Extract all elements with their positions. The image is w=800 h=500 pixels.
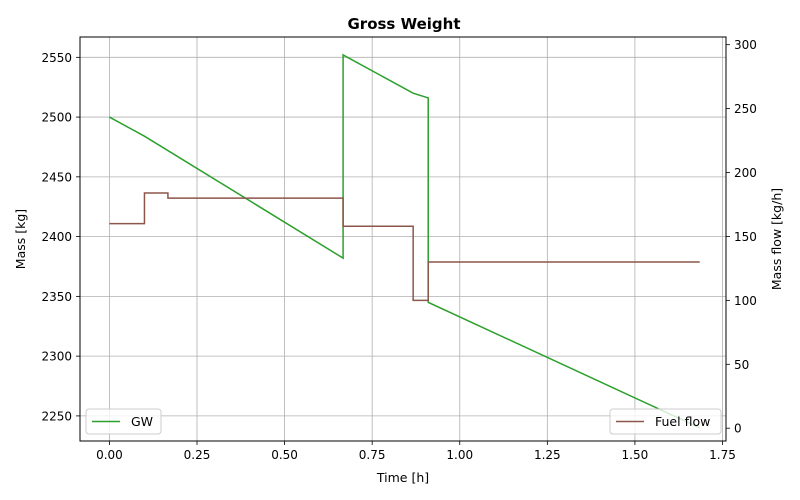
y2-tick-label: 300: [734, 38, 757, 52]
x-tick-label: 0.50: [271, 448, 298, 462]
legend-gw-label: GW: [131, 414, 153, 429]
y2-axis-ticks: 0 50 100 150 200 250 300: [726, 38, 757, 436]
y-tick-label: 2450: [41, 170, 72, 184]
chart-title: Gross Weight: [347, 15, 460, 33]
y2-tick-label: 250: [734, 102, 757, 116]
legend-gw: GW: [85, 408, 162, 435]
legend-fuel-flow: Fuel flow: [609, 408, 722, 435]
legend-fuel-flow-box: [609, 408, 722, 435]
y-tick-label: 2400: [41, 230, 72, 244]
x-tick-label: 0.25: [184, 448, 211, 462]
y-tick-label: 2550: [41, 51, 72, 65]
x-tick-label: 0.00: [96, 448, 123, 462]
gw-line: [109, 53, 701, 429]
x-axis-ticks: 0.00 0.25 0.50 0.75 1.00 1.25 1.50 1.75: [96, 441, 736, 462]
y2-tick-label: 50: [734, 358, 749, 372]
y2-tick-label: 200: [734, 166, 757, 180]
y2-axis-label: Mass flow [kg/h]: [769, 188, 784, 290]
x-tick-label: 1.25: [534, 448, 561, 462]
series-gw: [109, 53, 701, 429]
y-tick-label: 2300: [41, 350, 72, 364]
plot-frame: [79, 36, 727, 442]
y2-tick-label: 0: [734, 422, 742, 436]
y2-tick-label: 100: [734, 294, 757, 308]
y2-tick-label: 150: [734, 230, 757, 244]
y-axis-ticks: 2250 2300 2350 2400 2450 2500 2550: [41, 51, 80, 423]
y-tick-label: 2250: [41, 409, 72, 423]
series-fuel-flow: [109, 192, 700, 302]
y-axis-label: Mass [kg]: [13, 209, 28, 269]
grid-lines: [80, 37, 726, 441]
x-axis-label: Time [h]: [376, 470, 429, 485]
legend-fuel-flow-label: Fuel flow: [655, 414, 710, 429]
x-tick-label: 0.75: [359, 448, 386, 462]
x-tick-label: 1.50: [622, 448, 649, 462]
fuel-flow-line: [109, 192, 700, 302]
y-tick-label: 2500: [41, 111, 72, 125]
legend-gw-box: [85, 408, 162, 435]
x-tick-label: 1.00: [446, 448, 473, 462]
x-tick-label: 1.75: [709, 448, 736, 462]
y-tick-label: 2350: [41, 290, 72, 304]
